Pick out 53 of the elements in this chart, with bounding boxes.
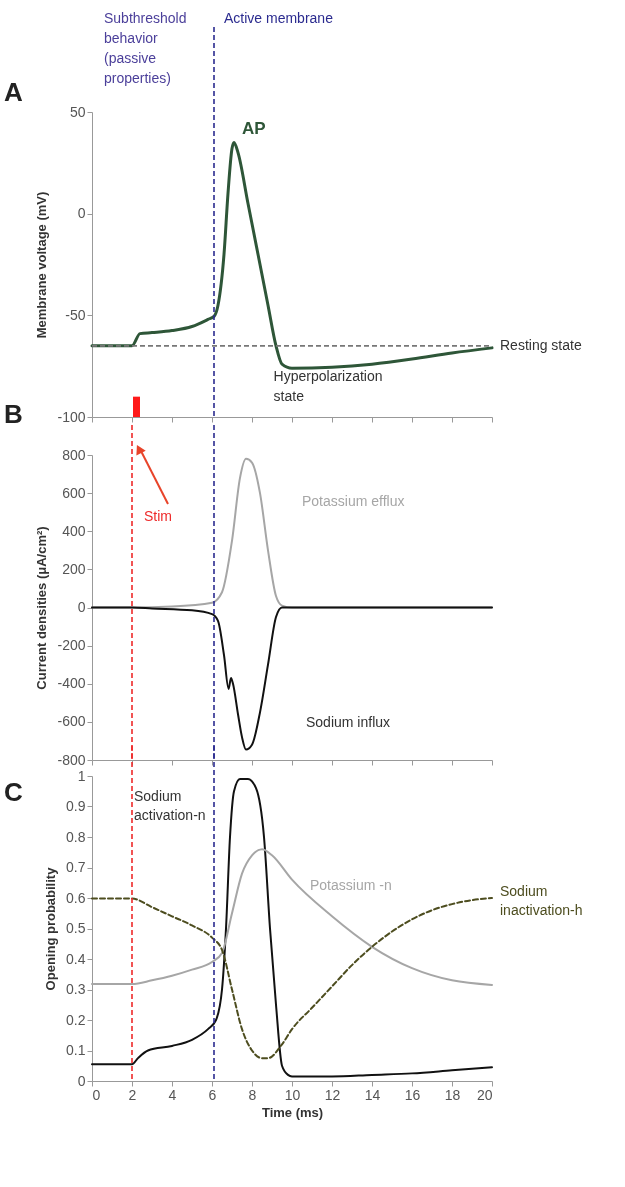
- y-tick-label: 0.6: [66, 889, 86, 906]
- ref-line-label: Resting state: [500, 336, 582, 353]
- y-tick-label: 200: [62, 560, 86, 577]
- x-axis-title: Time (ms): [261, 1104, 324, 1120]
- series-label: Sodium inactivation-h: [500, 883, 583, 918]
- chart-title: B: [4, 399, 23, 429]
- annotation: Hyperpolarization state: [273, 367, 383, 404]
- text: Potassium efflux: [302, 492, 405, 509]
- y-tick-label: -50: [65, 306, 86, 323]
- x-tick-label: 10: [284, 1086, 301, 1103]
- x-tick-label: 4: [168, 1086, 177, 1103]
- y-tick-label: 400: [62, 522, 86, 539]
- y-tick-label: 0.7: [66, 859, 86, 875]
- y-tick-label: 0: [77, 599, 86, 615]
- x-tick-label: 18: [444, 1086, 461, 1103]
- chart-title: C: [4, 777, 23, 807]
- y-tick-label: -100: [57, 408, 86, 425]
- y-tick-label: 1: [77, 767, 86, 784]
- y-tick-label: 0.1: [66, 1042, 86, 1058]
- text: Sodium influx: [306, 713, 391, 730]
- x-tick-label: 0: [92, 1086, 101, 1103]
- y-tick-label: -400: [57, 675, 86, 692]
- y-tick-label: 0.5: [66, 920, 86, 936]
- ref-line-label: Stim: [144, 508, 172, 524]
- y-axis-title: Current densities (μA/cm²): [34, 526, 50, 690]
- x-tick-label: 6: [208, 1086, 217, 1103]
- y-tick-label: -200: [57, 637, 86, 654]
- series-label: Sodium activation-n: [134, 788, 206, 824]
- series-label: Potassium -n: [310, 877, 392, 894]
- y-tick-label: 0.4: [66, 950, 86, 967]
- x-tick-label: 12: [324, 1086, 341, 1103]
- x-tick-label: 8: [248, 1086, 257, 1103]
- y-tick-label: 600: [62, 484, 86, 501]
- y-tick-label: 0.3: [66, 981, 86, 997]
- y-tick-label: -800: [57, 751, 86, 768]
- y-tick-label: 800: [62, 446, 86, 463]
- y-tick-label: 0: [77, 1072, 86, 1089]
- y-axis-title: Opening probability: [43, 866, 59, 991]
- y-tick-label: 50: [69, 103, 86, 120]
- y-tick-label: -600: [57, 713, 86, 730]
- chart-title: A: [4, 77, 23, 107]
- y-tick-label: 0.9: [66, 798, 86, 814]
- y-tick-label: 0.2: [66, 1011, 86, 1028]
- y-tick-label: 0: [77, 205, 86, 222]
- annotation: AP: [242, 118, 266, 138]
- y-tick-label: 0.8: [66, 828, 86, 845]
- text: Subthreshold behavior (passive properties): [104, 10, 187, 86]
- x-tick-label: 14: [364, 1086, 381, 1103]
- x-tick-label: 20: [476, 1086, 493, 1103]
- x-tick-label: 2: [128, 1086, 137, 1103]
- y-axis-title: Membrane voltage (mV): [34, 191, 50, 339]
- ref-line-label: Active membrane: [224, 10, 334, 26]
- x-tick-label: 16: [404, 1086, 421, 1103]
